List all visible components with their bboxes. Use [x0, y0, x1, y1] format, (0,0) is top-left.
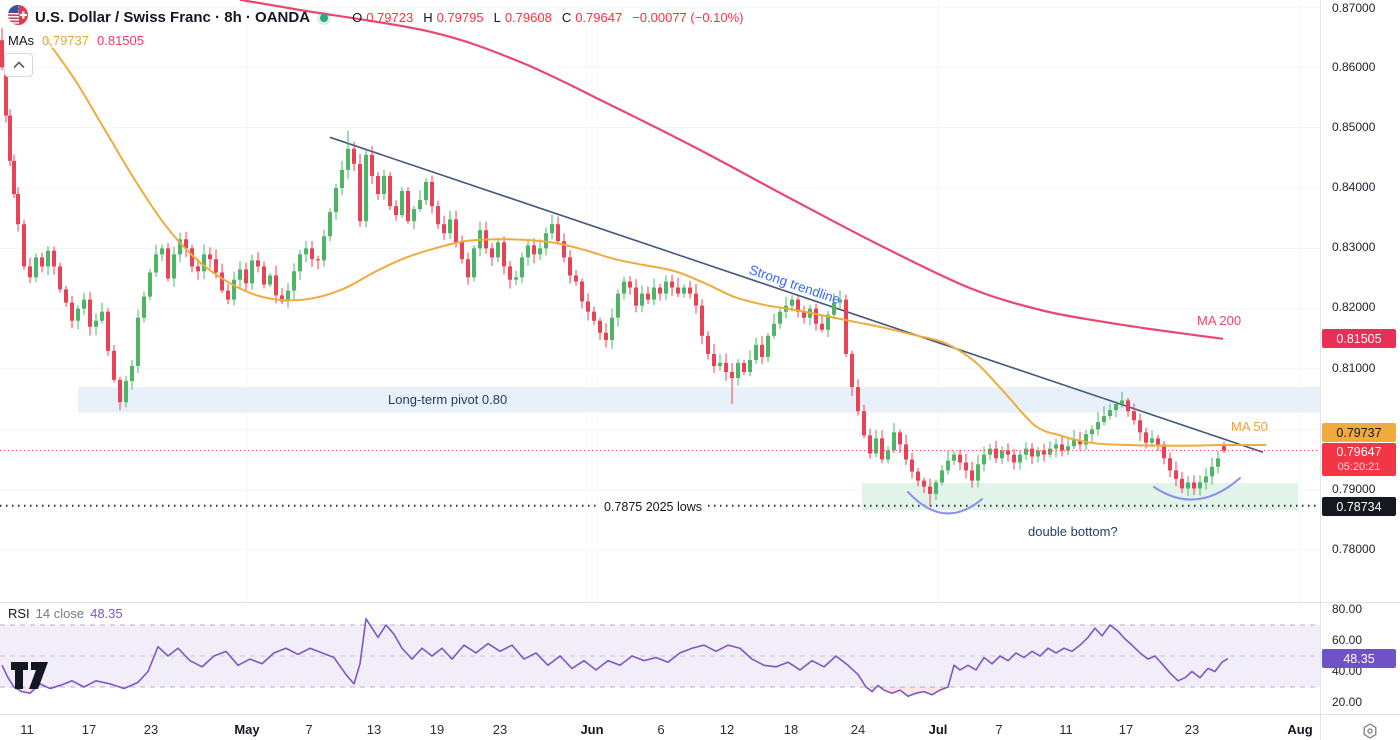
price-axis-label: 0.82000 [1332, 300, 1376, 314]
price-axis-label: 0.79000 [1332, 482, 1376, 496]
time-axis-month-label: Jun [580, 722, 604, 737]
rsi-axis-label: 80.00 [1332, 602, 1363, 616]
time-axis-day-label: 17 [81, 722, 97, 737]
market-status-icon[interactable] [317, 10, 332, 25]
price-axis-label: 0.87000 [1332, 1, 1376, 15]
lows-price-badge: 0.78734 [1322, 497, 1396, 516]
rsi-name: RSI [8, 606, 30, 621]
symbol-title[interactable]: U.S. Dollar / Swiss Franc · 8h · OANDA [35, 9, 311, 26]
ma50-price-badge: 0.79737 [1322, 423, 1396, 442]
time-axis-day-label: 13 [366, 722, 382, 737]
pane-separator[interactable] [0, 602, 1400, 603]
price-axis-label: 0.85000 [1332, 120, 1376, 134]
ma200-line-label[interactable]: MA 200 [1197, 313, 1242, 328]
symbol-flag-icon [8, 5, 28, 30]
mas-label[interactable]: MAs [8, 33, 34, 48]
last-price-badge: 0.79647 05:20:21 [1322, 443, 1396, 476]
price-axis-label: 0.86000 [1332, 60, 1376, 74]
low-value: 0.79608 [504, 10, 552, 25]
rsi-axis-label: 60.00 [1332, 633, 1363, 647]
time-axis-day-label: 7 [305, 722, 313, 737]
ma-legend: MAs 0.79737 0.81505 [8, 33, 148, 48]
tradingview-logo[interactable] [10, 661, 50, 696]
time-axis-day-label: 18 [783, 722, 799, 737]
rsi-axis-label: 20.00 [1332, 695, 1363, 709]
time-axis-day-label: 24 [850, 722, 866, 737]
chevron-up-icon [12, 61, 25, 69]
high-label: H [423, 10, 433, 25]
collapse-legend-button[interactable] [4, 53, 33, 77]
ma50-legend-value: 0.79737 [42, 33, 89, 48]
open-value: 0.79723 [366, 10, 414, 25]
price-axis-label: 0.83000 [1332, 240, 1376, 254]
open-label: O [352, 10, 363, 25]
lows-line-label[interactable]: 0.7875 2025 lows [600, 499, 706, 515]
price-axis-label: 0.78000 [1332, 542, 1376, 556]
ma200-legend-value: 0.81505 [97, 33, 144, 48]
main-chart-pane[interactable] [0, 0, 1320, 602]
symbol-header: U.S. Dollar / Swiss Franc · 8h · OANDA O… [8, 5, 744, 30]
time-axis-day-label: 23 [1184, 722, 1200, 737]
time-axis-day-label: 17 [1118, 722, 1134, 737]
time-axis-month-label: May [234, 722, 260, 737]
ma50-line-label[interactable]: MA 50 [1231, 419, 1268, 434]
rsi-params: 14 close [35, 606, 85, 621]
double-bottom-label[interactable]: double bottom? [1028, 524, 1118, 539]
price-axis-label: 0.84000 [1332, 180, 1376, 194]
time-axis-day-label: 6 [657, 722, 665, 737]
candlestick-chart[interactable] [0, 0, 1320, 602]
bar-countdown: 05:20:21 [1337, 460, 1381, 473]
rsi-plot[interactable] [0, 602, 1320, 714]
price-axis-label: 0.81000 [1332, 361, 1376, 375]
time-axis-day-label: 12 [719, 722, 735, 737]
ohlc-values: O 0.79723 H 0.79795 L 0.79608 C 0.79647 … [352, 10, 743, 25]
change-value: −0.00077 (−0.10%) [632, 10, 744, 25]
close-label: C [561, 10, 572, 25]
last-price-value: 0.79647 [1336, 444, 1382, 459]
rsi-legend[interactable]: RSI 14 close 48.35 [8, 606, 128, 621]
low-label: L [493, 10, 501, 25]
close-value: 0.79647 [575, 10, 623, 25]
rsi-value-badge: 48.35 [1322, 649, 1396, 668]
time-axis-day-label: 23 [143, 722, 159, 737]
rsi-value: 48.35 [90, 606, 123, 621]
time-axis-day-label: 23 [492, 722, 508, 737]
time-axis-month-label: Aug [1287, 722, 1313, 737]
ma200-price-badge: 0.81505 [1322, 329, 1396, 348]
axis-settings-icon[interactable] [1361, 722, 1379, 740]
time-axis-day-label: 11 [20, 722, 34, 737]
time-axis-month-label: Jul [928, 722, 948, 737]
time-axis-day-label: 11 [1059, 722, 1073, 737]
time-axis-day-label: 19 [429, 722, 445, 737]
time-axis-day-label: 7 [995, 722, 1003, 737]
price-axis-separator [1320, 0, 1321, 740]
pivot-zone-label[interactable]: Long-term pivot 0.80 [388, 392, 508, 407]
high-value: 0.79795 [436, 10, 484, 25]
time-axis-separator [0, 714, 1400, 715]
rsi-pane[interactable] [0, 602, 1320, 714]
